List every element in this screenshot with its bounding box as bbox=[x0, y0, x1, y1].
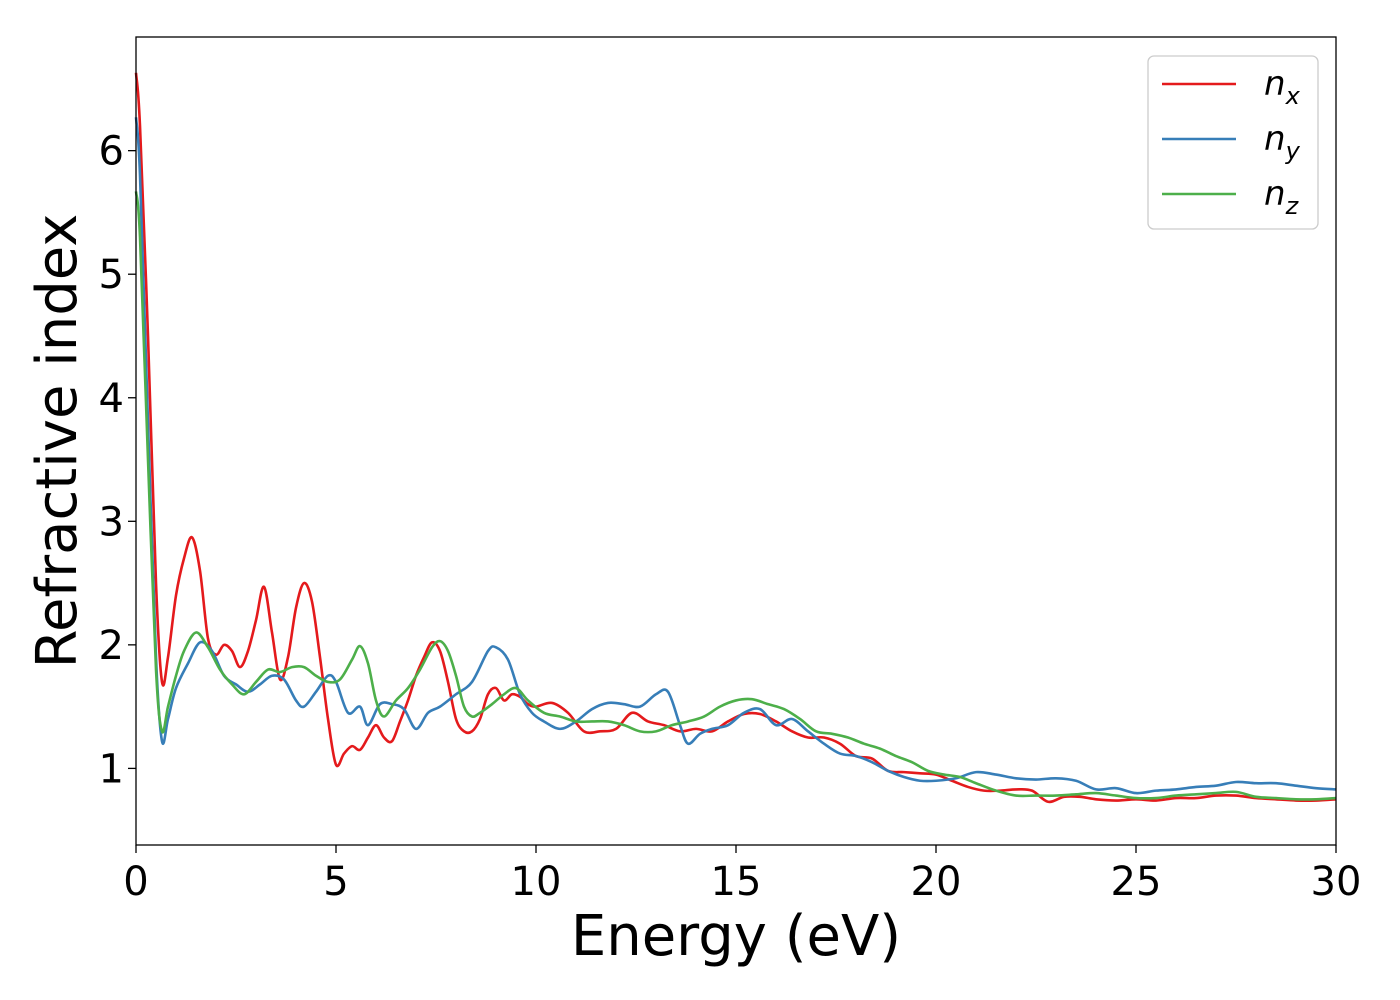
x-axis: 0 5 10 15 20 25 30 bbox=[123, 845, 1361, 905]
legend-box bbox=[1147, 55, 1319, 230]
legend: nx ny nz bbox=[1147, 55, 1319, 230]
x-tick-label: 0 bbox=[123, 859, 148, 905]
y-tick-label: 1 bbox=[99, 746, 124, 792]
legend-label-nz: nz bbox=[1264, 174, 1300, 220]
x-axis-title: Energy (eV) bbox=[571, 904, 901, 969]
series-layer bbox=[134, 72, 1337, 804]
series-line-nx bbox=[134, 72, 1337, 804]
series-line-nz bbox=[134, 191, 1337, 801]
x-tick-label: 15 bbox=[711, 859, 762, 905]
series-line-ny bbox=[134, 117, 1337, 795]
y-tick-label: 2 bbox=[99, 623, 124, 669]
y-tick-label: 6 bbox=[99, 129, 124, 175]
y-axis: 1 2 3 4 5 6 bbox=[99, 129, 136, 792]
y-axis-title: Refractive index bbox=[25, 214, 90, 669]
legend-label-nx: nx bbox=[1264, 64, 1301, 110]
y-tick-label: 4 bbox=[99, 376, 124, 422]
x-tick-label: 5 bbox=[323, 859, 348, 905]
x-tick-label: 30 bbox=[1311, 859, 1362, 905]
x-tick-label: 25 bbox=[1111, 859, 1162, 905]
y-tick-label: 5 bbox=[99, 252, 124, 298]
x-tick-label: 20 bbox=[911, 859, 962, 905]
x-tick-label: 10 bbox=[511, 859, 562, 905]
legend-label-ny: ny bbox=[1264, 119, 1301, 165]
y-tick-label: 3 bbox=[99, 499, 124, 545]
